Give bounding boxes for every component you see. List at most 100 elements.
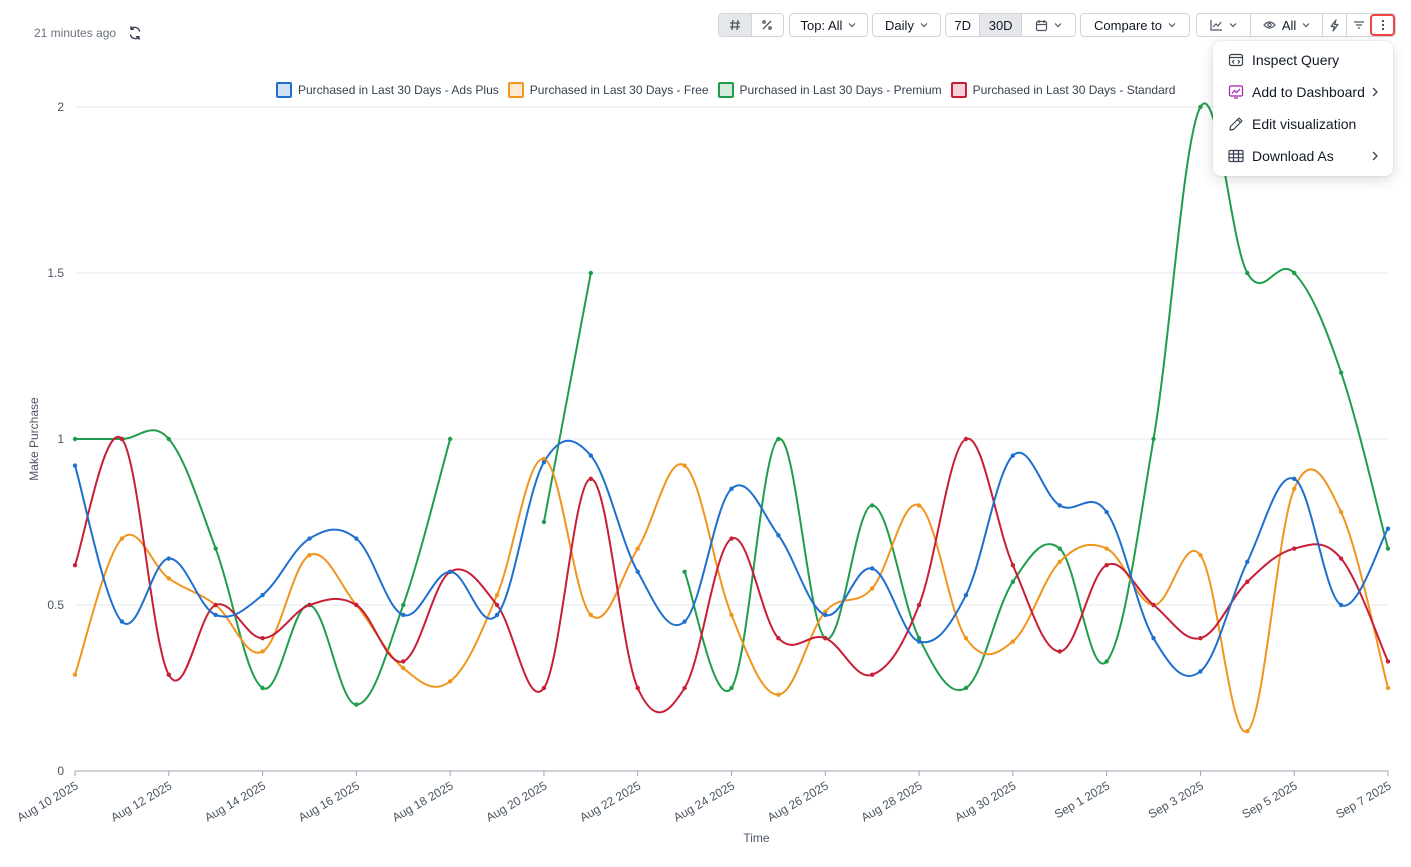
visibility-select[interactable]: All	[1250, 14, 1321, 36]
data-point-premium	[869, 503, 875, 508]
data-point-free	[447, 679, 453, 684]
legend-item[interactable]: Purchased in Last 30 Days - Standard	[950, 82, 1175, 98]
data-point-free	[1292, 486, 1297, 491]
legend-item[interactable]: Purchased in Last 30 Days - Premium	[717, 82, 942, 98]
menu-item-inspect-query[interactable]: Inspect Query	[1213, 44, 1393, 76]
data-point-ads-plus	[401, 612, 406, 618]
menu-item-label: Download As	[1252, 148, 1334, 164]
data-point-free	[401, 665, 406, 671]
x-tick-label: Aug 26 2025	[765, 778, 831, 824]
data-point-ads-plus	[823, 612, 828, 618]
data-point-ads-plus	[1385, 526, 1391, 531]
refresh-icon[interactable]	[126, 24, 144, 42]
data-point-premium	[166, 436, 171, 442]
data-point-ads-plus	[916, 639, 922, 644]
lightning-icon[interactable]	[1321, 14, 1347, 36]
data-point-standard	[1245, 579, 1250, 584]
series-line-premium	[542, 272, 592, 523]
data-point-ads-plus	[447, 569, 453, 574]
data-point-standard	[213, 602, 218, 608]
chart-type-select[interactable]	[1197, 14, 1250, 36]
data-point-ads-plus	[541, 460, 547, 465]
more-vertical-icon[interactable]	[1370, 14, 1395, 36]
chevron-down-icon	[1054, 23, 1062, 28]
visibility-select-label: All	[1281, 17, 1297, 33]
top-select[interactable]: Top: All	[789, 13, 868, 37]
chevron-down-icon	[1229, 23, 1237, 28]
x-tick-label: Aug 30 2025	[952, 778, 1018, 824]
chevron-right-icon	[1372, 151, 1378, 161]
data-point-standard	[916, 602, 922, 608]
x-tick-label: Aug 18 2025	[390, 778, 456, 824]
data-point-free	[635, 546, 640, 551]
interval-select[interactable]: Daily	[872, 13, 941, 37]
data-point-premium	[963, 685, 969, 691]
x-tick-label: Sep 7 2025	[1333, 778, 1393, 821]
data-point-ads-plus	[588, 453, 594, 458]
timestamp-text: 21 minutes ago	[34, 26, 117, 40]
y-tick-label: 1.5	[47, 266, 64, 280]
x-tick-label: Sep 1 2025	[1052, 778, 1112, 821]
pencil-icon	[1228, 116, 1244, 132]
menu-item-add-to-dashboard[interactable]: Add to Dashboard	[1213, 76, 1393, 108]
data-point-free	[588, 612, 594, 618]
data-point-standard	[1338, 556, 1344, 561]
data-point-standard	[72, 562, 78, 568]
hash-icon[interactable]	[719, 14, 751, 36]
data-point-free	[729, 612, 734, 618]
legend-item[interactable]: Purchased in Last 30 Days - Ads Plus	[276, 82, 499, 98]
data-point-premium	[1385, 546, 1391, 551]
data-point-ads-plus	[119, 619, 125, 624]
data-point-free	[1385, 685, 1391, 691]
data-point-ads-plus	[729, 486, 734, 491]
data-point-free	[260, 649, 265, 654]
x-tick-label: Aug 10 2025	[15, 778, 81, 824]
data-point-free	[1010, 639, 1016, 644]
data-point-free	[1245, 728, 1250, 734]
data-point-standard	[588, 476, 594, 482]
menu-item-label: Inspect Query	[1252, 52, 1340, 68]
series-line-premium	[683, 102, 1389, 693]
data-point-premium	[1198, 104, 1203, 110]
top-select-label: Top: All	[800, 17, 843, 33]
range-30d-button[interactable]: 30D	[979, 14, 1021, 36]
data-point-standard	[1292, 546, 1297, 551]
menu-item-download-as[interactable]: Download As	[1213, 140, 1393, 172]
compare-select[interactable]: Compare to	[1080, 13, 1190, 37]
range-7d-button[interactable]: 7D	[954, 17, 972, 33]
data-point-standard	[823, 636, 828, 641]
percent-icon[interactable]	[750, 14, 783, 36]
data-point-ads-plus	[1057, 503, 1062, 508]
x-tick-label: Aug 24 2025	[671, 778, 737, 824]
x-tick-label: Aug 14 2025	[202, 778, 268, 824]
data-point-ads-plus	[1151, 636, 1156, 641]
legend-swatch	[717, 82, 734, 98]
data-point-premium	[1292, 270, 1297, 276]
interval-select-label: Daily	[885, 17, 914, 33]
data-point-free	[166, 576, 171, 581]
data-point-free	[72, 672, 78, 677]
data-point-ads-plus	[776, 533, 781, 538]
x-tick-label: Sep 5 2025	[1240, 778, 1300, 821]
y-tick-label: 0	[57, 764, 64, 778]
data-point-ads-plus	[635, 569, 640, 574]
data-point-standard	[869, 672, 875, 677]
x-axis-title: Time	[743, 831, 770, 845]
legend-item[interactable]: Purchased in Last 30 Days - Free	[507, 82, 709, 98]
data-point-standard	[1151, 602, 1156, 608]
custom-date-button[interactable]	[1020, 14, 1075, 36]
data-point-standard	[635, 685, 640, 691]
data-point-premium	[541, 519, 547, 525]
data-point-ads-plus	[869, 566, 875, 571]
menu-item-edit-visualization[interactable]: Edit visualization	[1213, 108, 1393, 140]
data-point-standard	[1385, 659, 1391, 664]
more-options-menu: Inspect Query Add to Dashboard Edit visu…	[1213, 41, 1393, 176]
data-point-premium	[213, 546, 218, 551]
data-point-standard	[1104, 562, 1109, 568]
data-point-standard	[776, 636, 781, 641]
data-point-ads-plus	[213, 612, 218, 618]
data-point-ads-plus	[260, 592, 265, 598]
filter-icon[interactable]	[1346, 14, 1370, 36]
data-point-standard	[1198, 636, 1203, 641]
